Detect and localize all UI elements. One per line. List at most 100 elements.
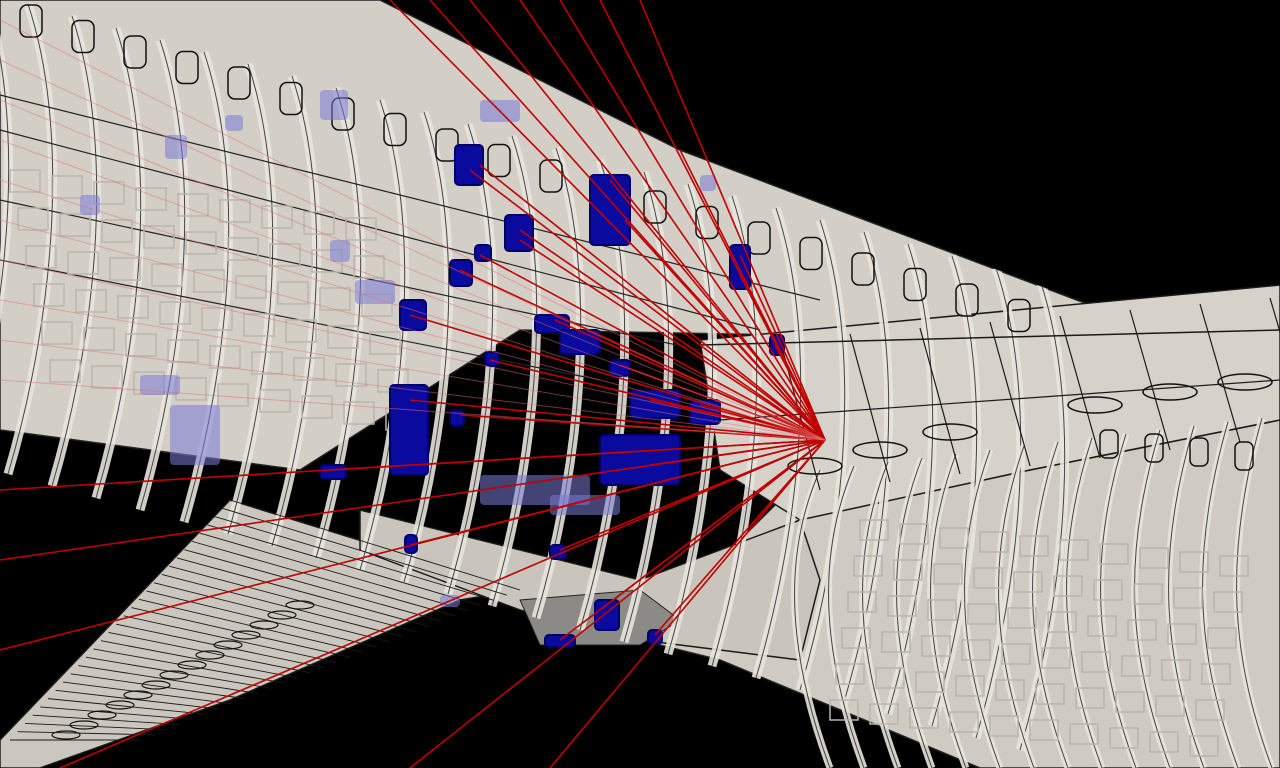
fuselage-frame-edge xyxy=(896,457,933,768)
ray xyxy=(409,439,826,546)
floor-cell xyxy=(869,703,899,725)
hit-patch-faint xyxy=(80,195,100,215)
fuselage-frame-edge xyxy=(315,87,362,559)
floor-cell xyxy=(829,699,859,721)
cabin-window xyxy=(955,283,979,317)
stringer xyxy=(0,129,761,331)
floor-cell xyxy=(841,627,871,649)
ray xyxy=(389,0,826,441)
floor-cell xyxy=(101,219,133,243)
floor-cell xyxy=(335,363,367,387)
cabin-window xyxy=(175,50,199,85)
ray xyxy=(0,439,826,491)
wing-rib xyxy=(222,507,508,596)
wing-rib xyxy=(70,673,245,700)
ray xyxy=(469,169,826,441)
wing-rib xyxy=(116,623,324,669)
ray xyxy=(639,0,826,441)
access-hole xyxy=(177,660,207,670)
floor-cell xyxy=(343,401,375,425)
ray xyxy=(649,439,826,466)
floor-cell xyxy=(1189,735,1219,757)
cabin-window xyxy=(799,236,823,271)
fuselage-frame-edge xyxy=(51,15,98,487)
floor-cell xyxy=(41,321,73,345)
floor-cell xyxy=(193,269,225,293)
floor-cell xyxy=(1013,571,1043,593)
hit-patch xyxy=(504,214,534,252)
cabin-window xyxy=(539,159,563,193)
floor-cell xyxy=(327,325,359,349)
floor-cell xyxy=(9,169,41,193)
floor-cell xyxy=(887,595,917,617)
floor-cell xyxy=(853,555,883,577)
floor-cell xyxy=(1109,727,1139,749)
ray-faint xyxy=(0,259,826,441)
floor-cell xyxy=(117,295,149,319)
fuselage-frame-edge xyxy=(271,75,318,547)
floor-cell xyxy=(301,395,333,419)
wing-rib xyxy=(214,516,494,601)
access-hole xyxy=(105,700,135,710)
floor-cell xyxy=(1001,643,1031,665)
floor-cell xyxy=(219,199,251,223)
cabin-window xyxy=(903,267,927,302)
floor-cell xyxy=(293,357,325,381)
floor-cell xyxy=(143,225,175,249)
hit-patch-faint xyxy=(140,375,180,395)
cabin-window xyxy=(1144,433,1164,463)
access-hole xyxy=(922,423,978,441)
floor-cell xyxy=(159,301,191,325)
fuselage-frame-edge xyxy=(1100,433,1137,768)
floor-cell xyxy=(93,181,125,205)
access-hole xyxy=(51,730,81,740)
ray-faint xyxy=(0,179,826,441)
fuselage-frame-edge xyxy=(139,39,186,511)
floor-cell xyxy=(1093,579,1123,601)
fuselage-frame-edge xyxy=(1066,437,1103,768)
fuselage-frame-edge xyxy=(95,27,142,499)
fuselage-frame-edge xyxy=(1019,279,1066,751)
wing-rib xyxy=(78,665,259,694)
hit-patch-faint xyxy=(700,175,716,191)
floor-cell xyxy=(1075,687,1105,709)
wing-rib xyxy=(989,321,1031,467)
floor-cell xyxy=(353,255,385,279)
fuselage-frame-edge xyxy=(7,3,54,475)
wing-rib xyxy=(1059,315,1101,459)
hit-patch xyxy=(729,244,751,290)
fuselage-frame-edge xyxy=(623,171,670,643)
ray xyxy=(409,314,826,441)
floor-cell xyxy=(1167,623,1197,645)
fuselage-frame-edge xyxy=(930,453,967,768)
wing-rib xyxy=(93,648,285,684)
ray xyxy=(479,254,826,441)
hit-patch xyxy=(319,464,347,480)
wing-rib xyxy=(55,689,219,710)
cabin-window xyxy=(279,81,303,116)
cabin-window xyxy=(695,205,719,240)
ray-faint xyxy=(0,339,826,441)
floor-cell xyxy=(1121,655,1151,677)
floor-cell xyxy=(949,711,979,733)
floor-cell xyxy=(1099,543,1129,565)
wing-rib xyxy=(1269,297,1280,335)
wing-rib xyxy=(17,731,154,736)
floor-cell xyxy=(217,383,249,407)
floor-cell xyxy=(1173,587,1203,609)
cabin-window xyxy=(71,19,95,54)
floor-cell xyxy=(1081,651,1111,673)
cabin-window xyxy=(227,66,251,100)
ray xyxy=(609,179,826,441)
hit-patch xyxy=(484,351,500,367)
floor-cell xyxy=(285,319,317,343)
floor-cell xyxy=(25,245,57,269)
fuselage-frame-edge xyxy=(998,445,1035,768)
floor-cell xyxy=(201,307,233,331)
hit-patch xyxy=(474,244,492,262)
floor-cell xyxy=(909,707,939,729)
floor-cell xyxy=(915,671,945,693)
floor-cell xyxy=(75,289,107,313)
floor-cell xyxy=(1035,683,1065,705)
